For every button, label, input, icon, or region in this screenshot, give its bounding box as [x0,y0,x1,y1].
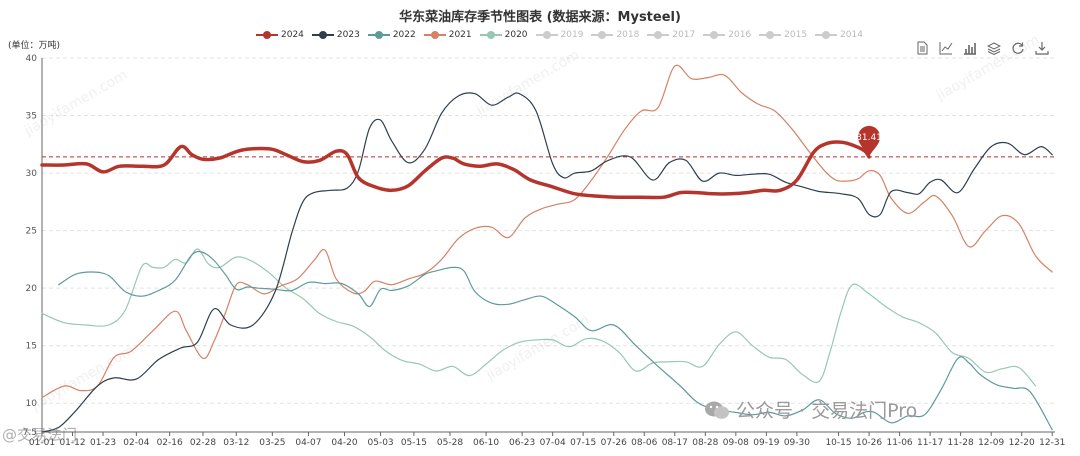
legend-swatch [311,31,334,39]
legend-label: 2023 [336,30,360,40]
chart-legend: 2024 2023 2022 2021 2020 2019 2018 2017 2016 2015… [256,30,863,40]
x-tick-label: 05-28 [437,438,463,448]
legend-item-2024[interactable]: 2024 [256,30,304,40]
x-tick-label: 11-28 [948,438,974,448]
legend-swatch [479,31,502,39]
x-tick-label: 10-26 [856,438,882,448]
x-tick-label: 06-23 [509,438,535,448]
legend-item-2015[interactable]: 2015 [759,30,807,40]
legend-item-2023[interactable]: 2023 [311,30,360,40]
legend-swatch [703,31,726,39]
y-tick-label: 25 [26,227,37,237]
x-tick-label: 01-12 [59,438,85,448]
x-tick-label: 03-12 [223,438,249,448]
y-tick-label: 15 [26,342,37,352]
x-tick-label: 12-31 [1039,438,1065,448]
chart-toolbox [914,40,1050,56]
x-tick-label: 05-03 [368,438,394,448]
y-tick-label: 30 [26,169,38,179]
chart-title: 华东菜油库存季节性图表 (数据来源：Mysteel) [399,10,681,25]
y-tick-label: 10 [26,399,38,409]
legend-label: 2022 [392,30,416,40]
x-tick-label: 02-04 [123,438,149,448]
legend-item-2017[interactable]: 2017 [647,30,695,40]
y-tick-label: 20 [26,284,38,294]
y-tick-label: 7.5 [23,428,37,438]
corner-watermark: @交易法门 [2,426,78,444]
legend-swatch [367,31,390,39]
x-tick-label: 02-28 [190,438,216,448]
x-tick-label: 09-08 [723,438,749,448]
y-axis-unit-label: (单位：万吨) [8,41,61,51]
legend-label: 2014 [840,30,863,40]
bar-chart-icon[interactable] [962,40,978,56]
x-tick-label: 07-15 [570,438,596,448]
x-tick-label: 12-20 [1009,438,1035,448]
legend-label: 2019 [560,30,584,40]
legend-item-2014[interactable]: 2014 [815,30,863,40]
x-tick-label: 04-20 [331,438,357,448]
x-tick-label: 07-04 [540,438,566,448]
x-tick-label: 08-28 [692,438,718,448]
x-tick-label: 07-26 [601,438,627,448]
legend-swatch [647,31,670,39]
wechat-watermark-text: 公众号 · 交易法门Pro [736,400,918,422]
legend-item-2021[interactable]: 2021 [423,30,472,40]
stack-icon[interactable] [986,40,1002,56]
x-tick-label: 11-06 [887,438,913,448]
legend-label: 2016 [728,30,752,40]
x-tick-label: 08-06 [631,438,657,448]
x-tick-label: 10-15 [825,438,851,448]
data-view-icon[interactable] [914,40,930,56]
legend-label: 2017 [672,30,696,40]
y-tick-label: 40 [26,54,38,64]
series-line-2023 [41,92,1053,433]
x-tick-label: 06-10 [473,438,499,448]
legend-item-2016[interactable]: 2016 [703,30,751,40]
wechat-watermark: 公众号 · 交易法门Pro [704,396,917,423]
legend-item-2018[interactable]: 2018 [591,30,639,40]
legend-label: 2018 [616,30,640,40]
legend-item-2019[interactable]: 2019 [535,30,584,40]
y-tick-label: 35 [26,112,37,122]
save-image-icon[interactable] [1034,40,1050,56]
line-chart-icon[interactable] [938,40,954,56]
legend-swatch [591,31,614,39]
x-tick-label: 02-16 [157,438,183,448]
wechat-icon [705,401,729,419]
x-tick-label: 04-07 [295,438,321,448]
x-tick-label: 01-01 [29,438,55,448]
legend-swatch [423,31,446,39]
legend-label: 2015 [784,30,808,40]
legend-label: 2020 [504,30,528,40]
x-tick-label: 01-23 [90,438,116,448]
restore-icon[interactable] [1010,40,1026,56]
series-line-2020 [41,248,1037,387]
x-tick-label: 09-19 [753,438,779,448]
legend-swatch [535,31,558,39]
mark-point-label: 31.41 [856,133,882,143]
legend-item-2022[interactable]: 2022 [367,30,416,40]
x-tick-label: 03-25 [259,438,285,448]
legend-swatch [256,31,278,39]
series-line-2024 [40,140,871,200]
mark-point-pin [858,125,881,157]
series-line-2021 [41,64,1053,399]
x-tick-label: 08-17 [662,438,688,448]
legend-swatch [759,31,782,39]
x-tick-label: 11-17 [917,438,943,448]
legend-swatch [815,31,838,39]
x-tick-label: 09-30 [784,438,810,448]
x-tick-label: 05-15 [401,438,427,448]
legend-label: 2024 [281,30,304,40]
legend-label: 2021 [448,30,472,40]
series-line-2022 [58,250,1053,431]
x-tick-label: 12-09 [978,438,1004,448]
legend-item-2020[interactable]: 2020 [479,30,528,40]
